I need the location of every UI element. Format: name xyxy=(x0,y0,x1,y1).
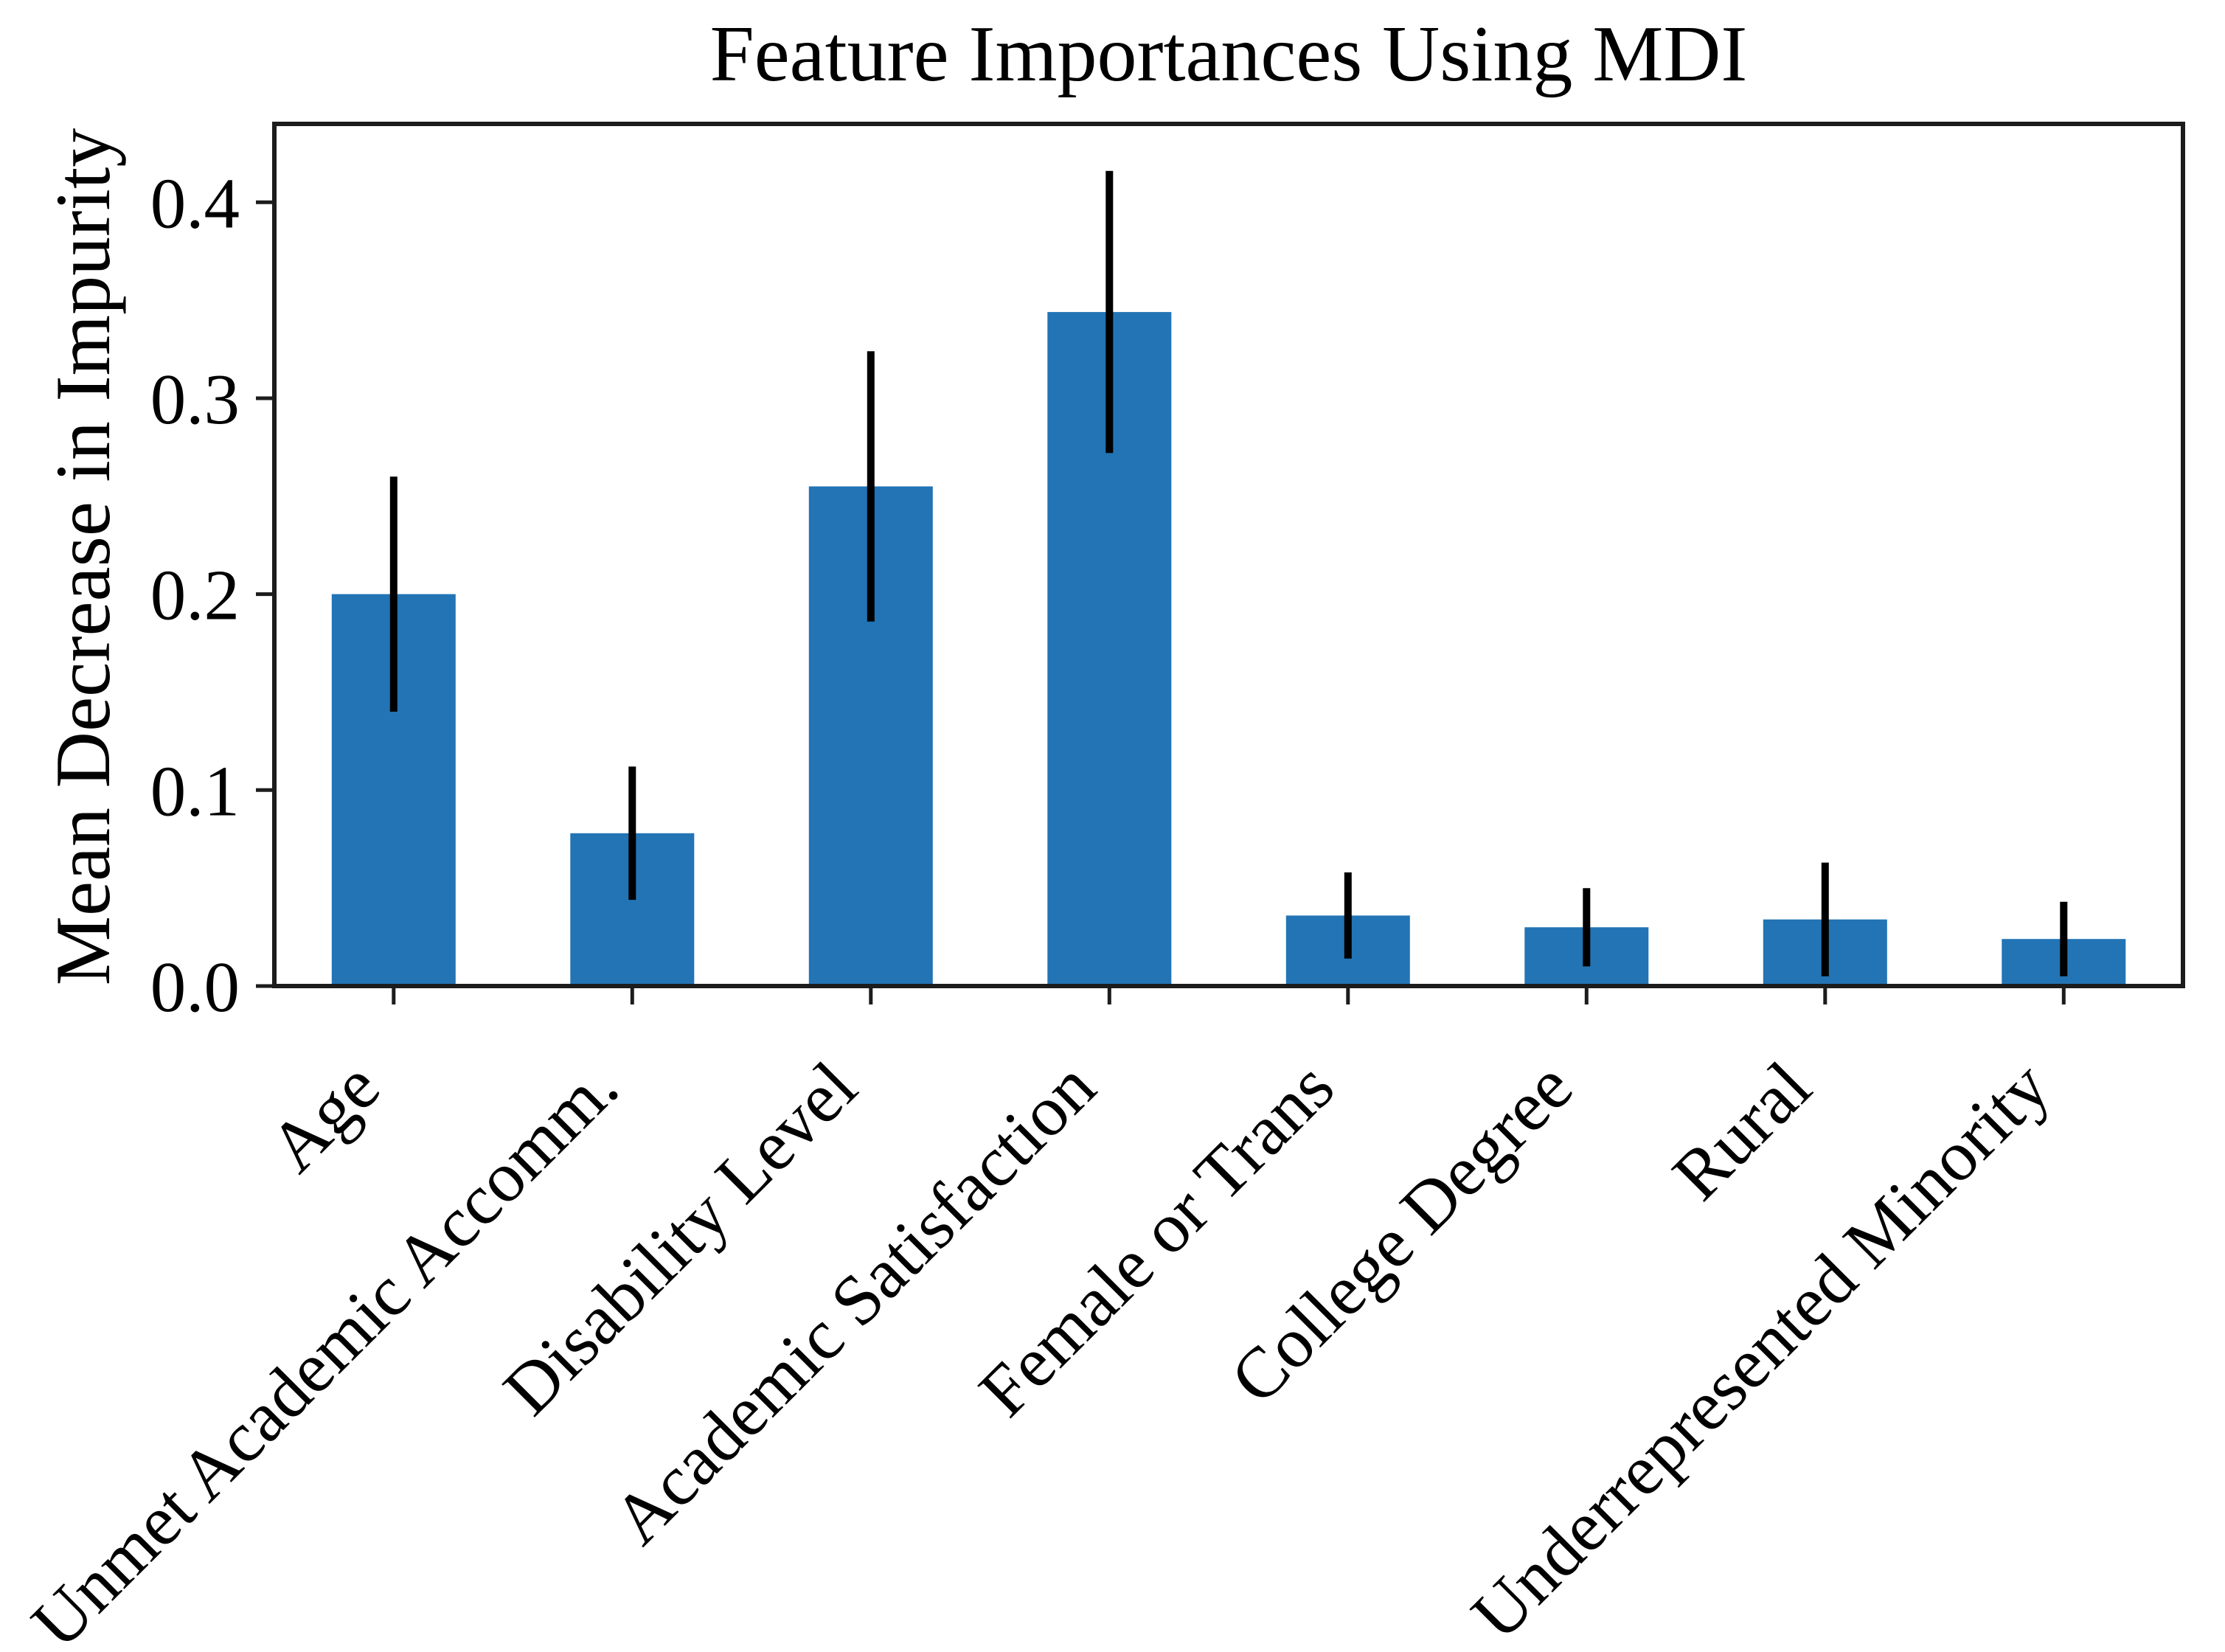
y-tick-label: 0.3 xyxy=(150,360,240,439)
plot-border xyxy=(272,122,2185,988)
y-tick-label: 0.0 xyxy=(150,948,240,1027)
x-tick-label: Rural xyxy=(1658,1047,1826,1215)
x-tick-label: Academic Satisfaction xyxy=(598,1047,1111,1559)
x-tick-label: Age xyxy=(254,1047,395,1187)
y-tick-label: 0.1 xyxy=(150,752,240,830)
y-axis-label: Mean Decrease in Impurity xyxy=(40,128,126,986)
y-tick-label: 0.2 xyxy=(150,556,240,635)
chart-title: Feature Importances Using MDI xyxy=(709,10,1748,98)
y-tick-label: 0.4 xyxy=(150,164,240,243)
